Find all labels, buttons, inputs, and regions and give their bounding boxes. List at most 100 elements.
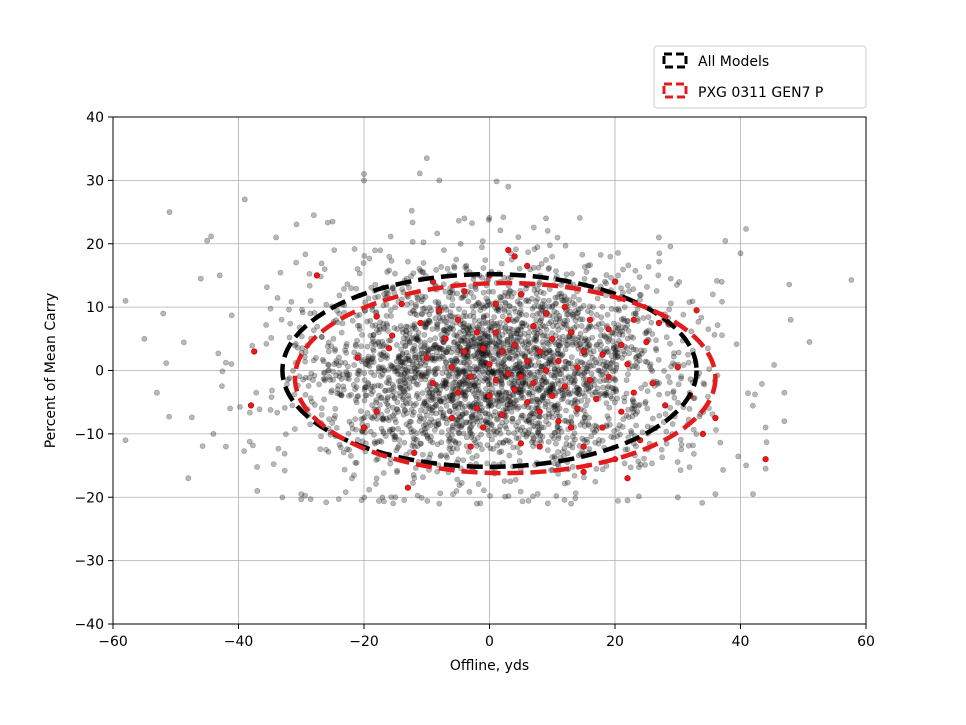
- point-all-models: [686, 299, 693, 305]
- point-all-models: [506, 380, 513, 386]
- point-all-models: [366, 255, 373, 262]
- point-all-models: [401, 406, 408, 413]
- point-all-models: [617, 431, 623, 438]
- point-all-models: [267, 305, 274, 312]
- point-all-models: [443, 306, 450, 313]
- point-all-models: [551, 366, 558, 373]
- point-all-models: [497, 293, 503, 300]
- point-all-models: [465, 345, 471, 351]
- point-all-models: [416, 354, 423, 361]
- point-all-models: [357, 408, 364, 415]
- point-all-models: [544, 398, 551, 405]
- point-all-models: [441, 364, 448, 371]
- point-all-models: [461, 215, 468, 222]
- point-all-models: [534, 311, 541, 317]
- point-all-models: [711, 331, 718, 338]
- point-all-models: [432, 370, 439, 377]
- point-all-models: [392, 368, 398, 375]
- point-all-models: [368, 284, 375, 291]
- point-all-models: [572, 490, 579, 497]
- point-all-models: [553, 268, 559, 274]
- point-all-models: [677, 436, 684, 443]
- point-all-models: [593, 423, 600, 430]
- point-all-models: [446, 325, 453, 332]
- point-all-models: [526, 329, 532, 336]
- point-all-models: [342, 489, 349, 495]
- point-all-models: [624, 446, 631, 453]
- point-all-models: [607, 421, 613, 428]
- point-all-models: [424, 370, 431, 377]
- point-all-models: [456, 482, 463, 488]
- point-all-models: [370, 338, 377, 345]
- point-all-models: [396, 437, 402, 443]
- point-all-models: [502, 394, 509, 401]
- point-all-models: [577, 359, 584, 365]
- point-all-models: [533, 317, 539, 323]
- point-all-models: [449, 357, 455, 364]
- point-all-models: [369, 306, 376, 313]
- point-all-models: [354, 376, 360, 383]
- point-all-models: [556, 335, 563, 341]
- point-all-models: [621, 460, 628, 467]
- point-all-models: [603, 400, 610, 406]
- point-all-models: [455, 440, 462, 447]
- point-all-models: [485, 326, 492, 333]
- point-all-models: [331, 247, 338, 253]
- point-all-models: [503, 425, 510, 432]
- point-all-models: [620, 289, 626, 296]
- point-all-models: [492, 401, 499, 408]
- point-all-models: [359, 331, 365, 338]
- point-all-models: [600, 384, 606, 391]
- point-all-models: [351, 362, 357, 368]
- point-all-models: [518, 367, 525, 373]
- point-all-models: [591, 277, 597, 284]
- point-all-models: [456, 422, 463, 429]
- point-all-models: [302, 391, 309, 398]
- point-all-models: [564, 479, 571, 486]
- point-all-models: [437, 406, 444, 412]
- point-all-models: [478, 338, 485, 345]
- point-all-models: [393, 358, 400, 365]
- point-all-models: [405, 395, 412, 402]
- y-tick-label: −40: [74, 617, 104, 633]
- point-all-models: [286, 375, 293, 382]
- point-all-models: [533, 298, 539, 305]
- point-all-models: [263, 321, 269, 328]
- point-all-models: [275, 445, 282, 452]
- point-all-models: [402, 342, 408, 349]
- point-all-models: [656, 234, 662, 241]
- point-all-models: [338, 329, 345, 336]
- point-all-models: [353, 384, 360, 390]
- point-all-models: [579, 316, 586, 323]
- point-all-models: [399, 429, 406, 436]
- point-all-models: [353, 285, 360, 292]
- point-all-models: [696, 413, 703, 420]
- point-all-models: [406, 418, 413, 425]
- point-all-models: [722, 237, 729, 244]
- point-all-models: [641, 455, 647, 462]
- point-all-models: [403, 374, 410, 381]
- point-all-models: [551, 365, 558, 372]
- point-all-models: [423, 432, 430, 438]
- point-all-models: [381, 367, 388, 374]
- point-all-models: [325, 348, 332, 355]
- point-all-models: [249, 342, 256, 349]
- point-all-models: [577, 341, 583, 348]
- point-all-models: [502, 437, 509, 444]
- point-all-models: [551, 429, 558, 436]
- point-all-models: [339, 320, 346, 327]
- point-all-models: [361, 377, 368, 383]
- y-tick-label: 0: [95, 364, 104, 380]
- point-all-models: [409, 347, 416, 354]
- point-all-models: [383, 289, 390, 296]
- point-all-models: [453, 357, 460, 364]
- point-all-models: [787, 316, 794, 323]
- point-pxg: [586, 376, 594, 384]
- point-all-models: [473, 340, 480, 347]
- point-all-models: [616, 422, 623, 429]
- point-all-models: [543, 401, 549, 408]
- point-all-models: [372, 341, 379, 348]
- point-all-models: [436, 500, 443, 507]
- point-all-models: [356, 326, 363, 333]
- point-all-models: [347, 452, 354, 459]
